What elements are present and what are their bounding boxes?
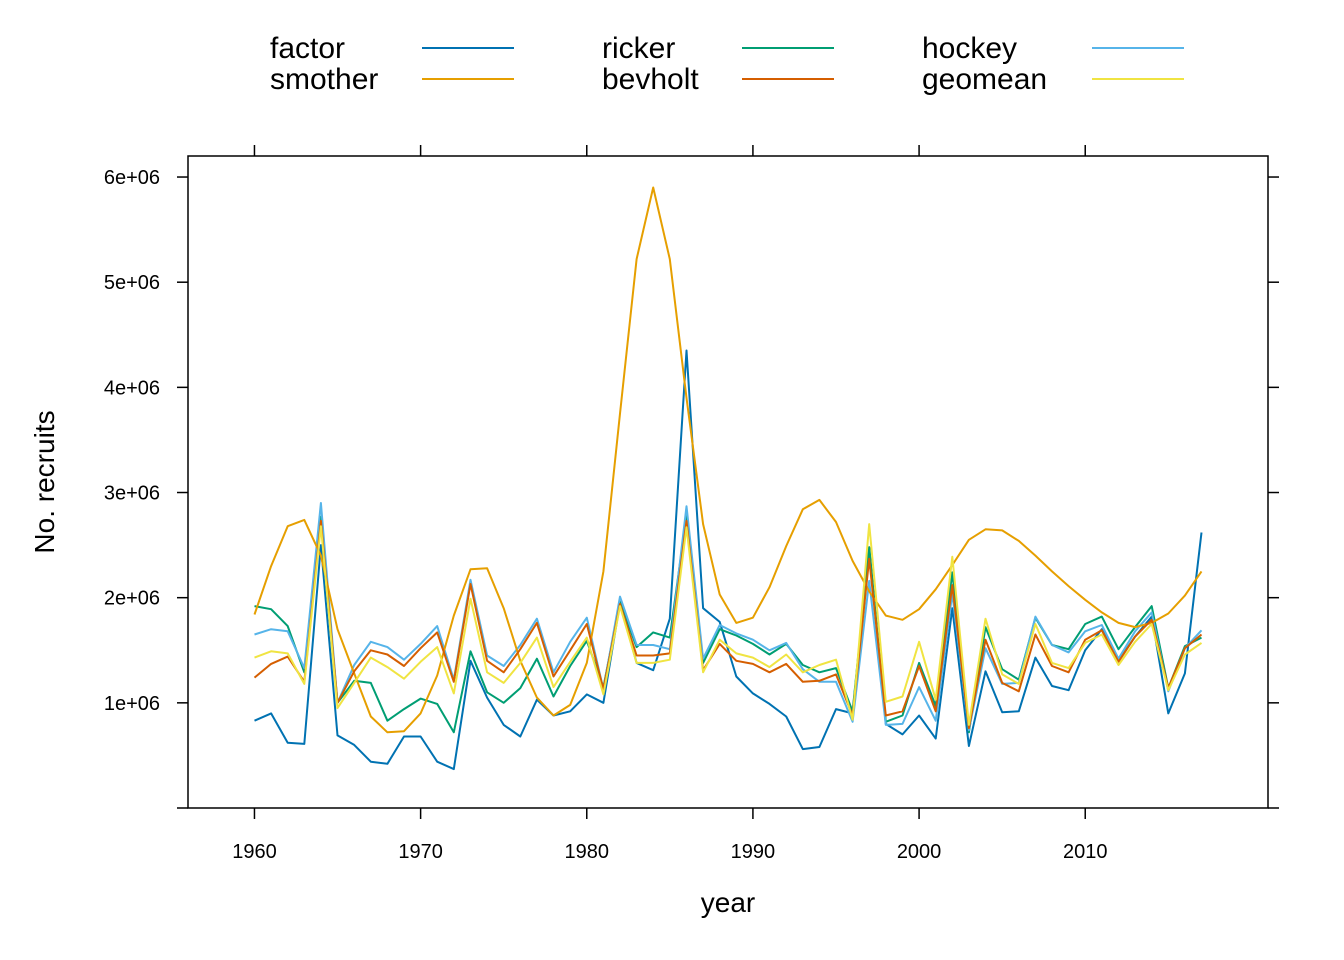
y-axis-title: No. recruits bbox=[29, 410, 60, 553]
legend-label-ricker: ricker bbox=[602, 32, 675, 65]
y-tick-label: 2e+06 bbox=[104, 588, 160, 610]
series-line-smother bbox=[253, 186, 1203, 734]
legend: factor ricker hockey smother bevholt geomean bbox=[270, 32, 1184, 96]
x-tick-label: 1990 bbox=[731, 841, 776, 863]
series-line-bevholt bbox=[253, 519, 1203, 730]
x-tick-label: 2000 bbox=[897, 841, 942, 863]
series-line-factor bbox=[254, 349, 1203, 771]
y-tick-label: 5e+06 bbox=[104, 272, 160, 294]
plot-frame bbox=[187, 155, 1269, 809]
legend-label-smother: smother bbox=[270, 63, 378, 96]
x-tick-label: 1960 bbox=[232, 841, 277, 863]
y-tick-label: 6e+06 bbox=[104, 167, 160, 189]
x-axis-title: year bbox=[701, 887, 755, 918]
series-line-ricker bbox=[254, 514, 1202, 734]
legend-label-factor: factor bbox=[270, 32, 345, 65]
x-tick-label: 1970 bbox=[398, 841, 443, 863]
legend-label-hockey: hockey bbox=[922, 32, 1017, 65]
legend-label-bevholt: bevholt bbox=[602, 63, 699, 96]
y-tick-label: 1e+06 bbox=[104, 693, 160, 715]
x-tick-label: 2010 bbox=[1063, 841, 1108, 863]
series-lines bbox=[253, 186, 1203, 771]
y-tick-label: 4e+06 bbox=[104, 377, 160, 399]
y-tick-label: 3e+06 bbox=[104, 483, 160, 505]
series-line-hockey bbox=[254, 502, 1203, 732]
axes: 1960 1970 1980 1990 2000 2010 1e+06 2e+06 3e+06 4… bbox=[104, 145, 1279, 863]
series-line-geomean bbox=[254, 523, 1203, 726]
x-tick-label: 1980 bbox=[565, 841, 610, 863]
legend-label-geomean: geomean bbox=[922, 63, 1047, 96]
